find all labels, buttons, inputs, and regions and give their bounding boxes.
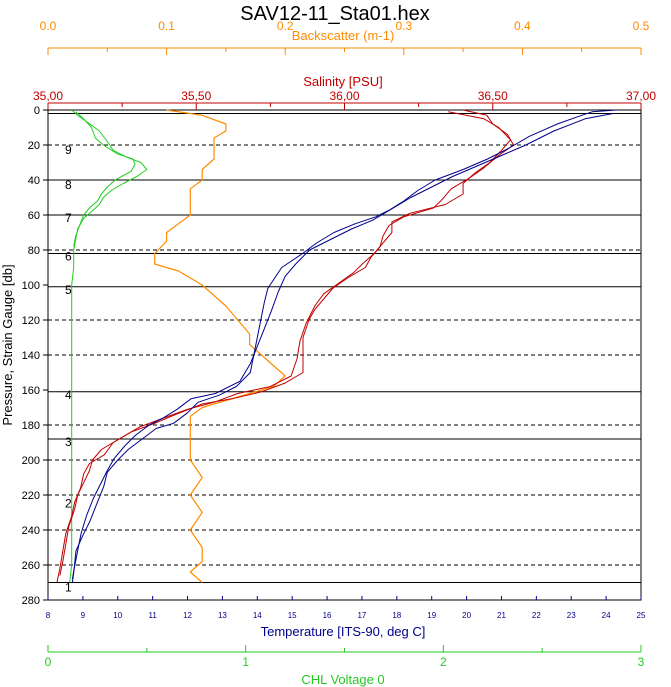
temperature-profile-line: [71, 109, 617, 583]
y-tick-label: 200: [22, 455, 40, 467]
temperature-tick-label: 22: [532, 611, 541, 620]
chl-tick-label: 0: [45, 655, 52, 669]
y-tick-label: 280: [22, 595, 40, 607]
bin-label: 1: [65, 580, 72, 594]
bin-label: 8: [65, 178, 72, 192]
temperature-tick-label: 18: [392, 611, 401, 620]
y-tick-label: 120: [22, 315, 40, 327]
bin-label: 2: [65, 496, 72, 510]
y-tick-label: 240: [22, 525, 40, 537]
salinity-axis-label: Salinity [PSU]: [303, 74, 382, 89]
salinity-tick-label: 36,50: [478, 89, 508, 103]
chl-profile-line: [73, 111, 136, 247]
temperature-tick-label: 15: [288, 611, 297, 620]
backscatter-tick-label: 0.0: [40, 19, 57, 33]
backscatter-tick-label: 0.5: [633, 19, 650, 33]
temperature-tick-label: 11: [148, 611, 157, 620]
chl-tick-label: 3: [638, 655, 645, 669]
salinity-tick-label: 35,50: [181, 89, 211, 103]
temperature-profile-line: [71, 113, 614, 580]
y-tick-label: 20: [28, 140, 40, 152]
y-tick-label: 80: [28, 245, 40, 257]
temperature-axis-label: Temperature [ITS-90, deg C]: [261, 624, 426, 639]
bin-label: 3: [65, 435, 72, 449]
salinity-tick-label: 36,00: [329, 89, 359, 103]
salinity-tick-label: 35,00: [33, 89, 63, 103]
chart-title: SAV12-11_Sta01.hex: [240, 3, 429, 25]
backscatter-axis-label: Backscatter (m-1): [292, 28, 395, 43]
temperature-tick-label: 25: [637, 611, 646, 620]
y-tick-label: 180: [22, 420, 40, 432]
bin-label: 5: [65, 283, 72, 297]
bin-label: 4: [65, 388, 72, 402]
temperature-tick-label: 12: [183, 611, 192, 620]
chl-tick-label: 1: [242, 655, 249, 669]
y-tick-label: 220: [22, 490, 40, 502]
bin-label: 7: [65, 211, 72, 225]
temperature-tick-label: 20: [462, 611, 471, 620]
chl-axis-label: CHL Voltage 0: [301, 672, 384, 687]
y-tick-label: 100: [22, 280, 40, 292]
backscatter-tick-label: 0.4: [514, 19, 531, 33]
y-axis-label: Pressure, Strain Gauge [db]: [0, 264, 15, 425]
backscatter-tick-label: 0.3: [395, 19, 412, 33]
temperature-tick-label: 8: [46, 611, 51, 620]
salinity-profile-line: [59, 111, 511, 576]
temperature-tick-label: 24: [602, 611, 611, 620]
bin-label: 9: [65, 143, 72, 157]
salinity-tick-label: 37,00: [626, 89, 656, 103]
y-tick-label: 40: [28, 175, 40, 187]
y-tick-label: 160: [22, 385, 40, 397]
temperature-tick-label: 9: [81, 611, 86, 620]
temperature-tick-label: 21: [497, 611, 506, 620]
chl-tick-label: 2: [440, 655, 447, 669]
y-tick-label: 60: [28, 210, 40, 222]
temperature-tick-label: 14: [253, 611, 262, 620]
backscatter-tick-label: 0.2: [277, 19, 294, 33]
temperature-tick-label: 10: [113, 611, 122, 620]
temperature-tick-label: 23: [567, 611, 576, 620]
temperature-tick-label: 13: [218, 611, 227, 620]
y-tick-label: 0: [34, 105, 40, 117]
y-tick-label: 260: [22, 560, 40, 572]
bin-label: 6: [65, 250, 72, 264]
temperature-tick-label: 17: [357, 611, 366, 620]
salinity-profile-line: [56, 109, 514, 583]
backscatter-profile-line: [154, 109, 286, 583]
chl-profile-line: [69, 109, 148, 583]
backscatter-tick-label: 0.1: [158, 19, 175, 33]
temperature-tick-label: 19: [427, 611, 436, 620]
temperature-tick-label: 16: [323, 611, 332, 620]
y-tick-label: 140: [22, 350, 40, 362]
